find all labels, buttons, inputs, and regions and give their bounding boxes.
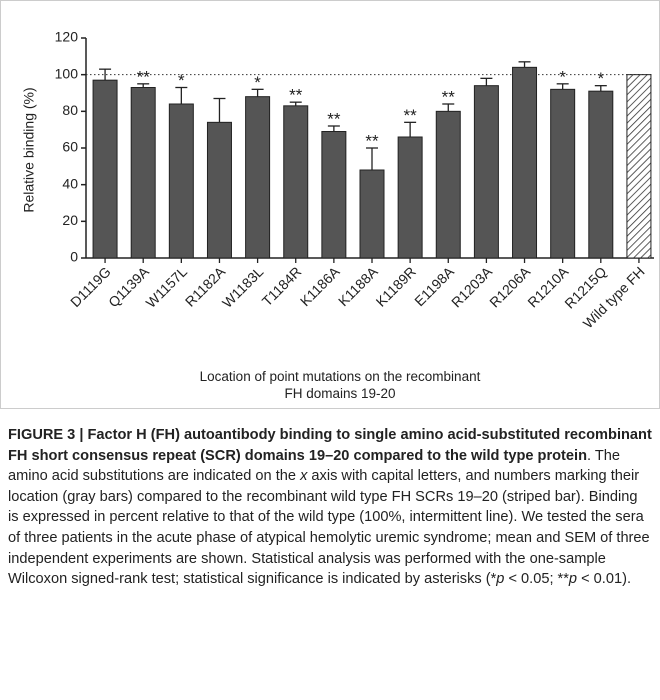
bar	[130, 87, 156, 259]
bar	[206, 121, 232, 259]
caption-text: < 0.01).	[577, 571, 631, 588]
caption-text: axis with capital letters, and numbers m…	[8, 468, 650, 588]
x-tick-label: D1119G	[67, 263, 114, 310]
x-tick-label: W1183L	[219, 263, 267, 311]
significance-label: *	[178, 71, 185, 90]
bar	[588, 90, 614, 259]
y-tick-label: 40	[62, 175, 78, 191]
x-tick-label: R1203A	[448, 263, 496, 311]
bar	[550, 88, 576, 259]
significance-label: **	[327, 109, 341, 128]
caption-label: FIGURE 3 |	[8, 427, 84, 443]
y-tick-label: 100	[55, 65, 79, 81]
y-tick-label: 120	[55, 29, 79, 45]
y-tick-label: 20	[62, 212, 78, 228]
y-tick-label: 0	[70, 249, 78, 265]
caption-text: p	[568, 571, 578, 588]
bar	[473, 85, 499, 259]
bar	[92, 79, 118, 259]
x-axis-title: Location of point mutations on the recom…	[199, 369, 481, 401]
figure-caption: FIGURE 3 | Factor H (FH) autoantibody bi…	[8, 425, 652, 590]
x-tick-label: K1189R	[373, 263, 419, 309]
x-tick-label: W1157L	[143, 263, 191, 311]
caption-text: p	[496, 571, 505, 588]
y-tick-label: 80	[62, 102, 78, 118]
bar	[397, 136, 423, 259]
significance-label: **	[404, 106, 418, 125]
significance-label: *	[559, 67, 566, 86]
bar	[435, 110, 461, 259]
bar	[512, 66, 538, 259]
y-tick-label: 60	[62, 139, 78, 155]
significance-label: **	[365, 131, 379, 150]
x-tick-label: R1206A	[486, 263, 534, 311]
bar	[283, 105, 309, 259]
significance-label: **	[137, 67, 151, 86]
chart: Relative binding (%) 0 20 40 60 80 100 120 D111…	[0, 0, 660, 409]
bar	[321, 131, 347, 259]
bar	[245, 96, 271, 259]
bar	[359, 169, 385, 259]
x-tick-label: K1186A	[297, 263, 343, 309]
significance-label: **	[442, 87, 456, 106]
caption-text: < 0.05; **	[504, 571, 569, 588]
significance-label: **	[289, 86, 303, 105]
caption-text: . The amino acid substitutions are indic…	[8, 447, 621, 485]
caption-title: Factor H (FH) autoantibody binding to si…	[8, 427, 652, 464]
significance-label: *	[254, 73, 261, 92]
bar	[168, 103, 194, 259]
x-tick-label: T1184R	[259, 263, 305, 309]
bar	[626, 74, 652, 259]
significance-label: *	[597, 69, 604, 88]
y-axis-title: Relative binding (%)	[21, 87, 37, 212]
x-tick-label: K1188A	[335, 263, 381, 309]
caption-text: x	[300, 468, 308, 485]
